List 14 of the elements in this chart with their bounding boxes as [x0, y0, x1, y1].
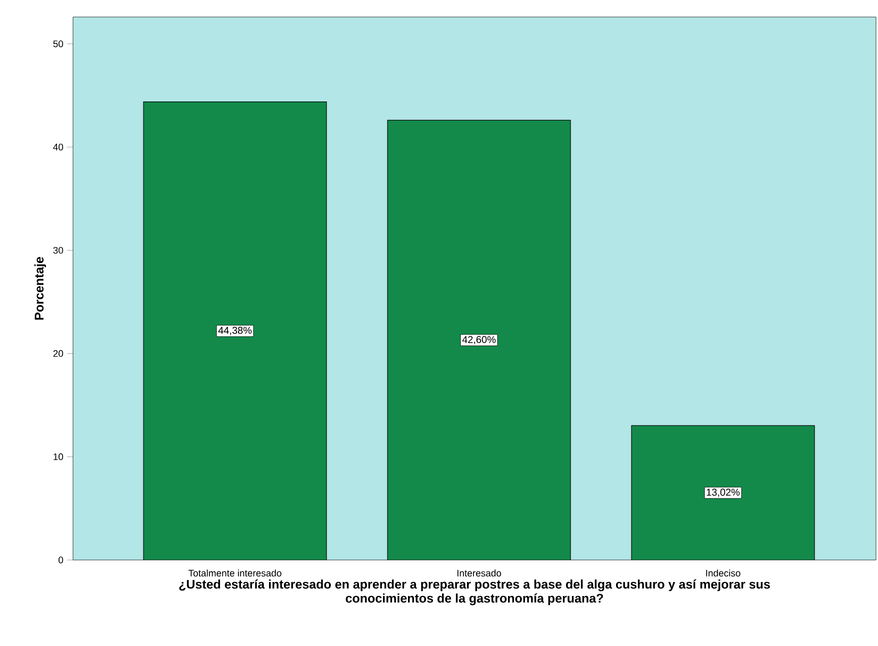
y-tick-label: 40	[53, 144, 64, 150]
data-label: 44,38%	[218, 326, 252, 336]
y-tick-label: 0	[58, 556, 64, 564]
y-tick-label: 10	[54, 453, 64, 460]
y-tick-label: 20	[53, 350, 64, 357]
y-tick-label: 30	[53, 246, 64, 254]
data-label: 13,02%	[706, 488, 740, 497]
x-tick-label: Totalmente interesado	[188, 570, 282, 577]
y-axis-title: Porcentaje	[34, 256, 46, 320]
x-tick-label: Interesado	[457, 570, 502, 577]
x-tick-label: Indeciso	[706, 570, 740, 577]
data-label: 42,60%	[462, 336, 496, 344]
y-tick-label: 50	[53, 40, 64, 48]
x-axis-title: ¿Usted estaría interesado en aprender a preparar postres a base del alga cushuro y así mejorar sus conocimientos de la gastronomía peruana?	[179, 579, 770, 606]
